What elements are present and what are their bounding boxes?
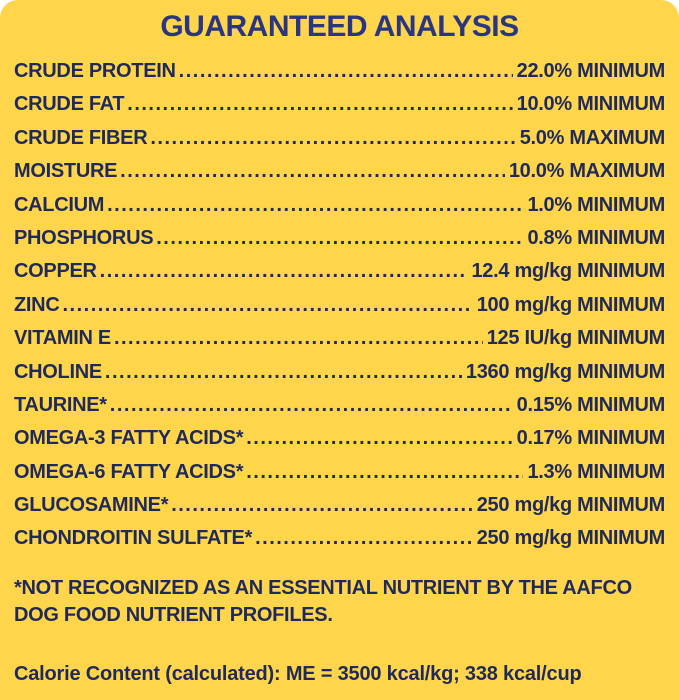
- panel-title: GUARANTEED ANALYSIS: [160, 10, 519, 43]
- nutrient-value: 10.0% MINIMUM: [516, 93, 666, 116]
- dot-leader: [171, 494, 473, 517]
- nutrient-row: TAURINE* 0.15% MINIMUM: [14, 394, 665, 427]
- nutrient-name: CRUDE FAT: [14, 93, 125, 116]
- nutrient-value: 5.0% MAXIMUM: [519, 126, 666, 149]
- nutrient-value: 250 mg/kg MINIMUM: [476, 527, 666, 550]
- nutrient-name: CHOLINE: [14, 360, 102, 383]
- dot-leader: [246, 427, 512, 450]
- nutrient-row: CRUDE FIBER 5.0% MAXIMUM: [14, 127, 665, 160]
- nutrient-row: PHOSPHORUS 0.8% MINIMUM: [14, 227, 665, 260]
- nutrient-row: CALCIUM 1.0% MINIMUM: [14, 194, 665, 227]
- nutrient-row: VITAMIN E 125 IU/kg MINIMUM: [14, 327, 665, 360]
- dot-leader: [255, 527, 473, 550]
- dot-leader: [114, 327, 483, 350]
- nutrient-row: ZINC 100 mg/kg MINIMUM: [14, 294, 665, 327]
- nutrient-name: GLUCOSAMINE*: [14, 494, 169, 517]
- nutrient-name: COPPER: [14, 260, 97, 283]
- dot-leader: [62, 294, 472, 317]
- nutrient-row: CHOLINE 1360 mg/kg MINIMUM: [14, 361, 665, 394]
- dot-leader: [110, 394, 513, 417]
- dot-leader: [179, 60, 513, 83]
- nutrient-value: 125 IU/kg MINIMUM: [486, 327, 666, 350]
- nutrient-row: OMEGA-6 FATTY ACIDS* 1.3% MINIMUM: [14, 461, 665, 494]
- calorie-label: Calorie Content (calculated):: [14, 663, 281, 685]
- calorie-value: ME = 3500 kcal/kg; 338 kcal/cup: [285, 663, 582, 685]
- nutrient-row: GLUCOSAMINE* 250 mg/kg MINIMUM: [14, 494, 665, 527]
- nutrient-value: 100 mg/kg MINIMUM: [476, 293, 666, 316]
- nutrient-value: 0.15% MINIMUM: [516, 393, 666, 416]
- nutrient-value: 22.0% MINIMUM: [516, 60, 666, 82]
- calorie-content-line: Calorie Content (calculated): ME = 3500 …: [14, 663, 665, 686]
- dot-leader: [150, 127, 515, 150]
- nutrient-value: 1.0% MINIMUM: [527, 193, 665, 216]
- nutrient-name: MOISTURE: [14, 160, 118, 183]
- aafco-footnote: *NOT RECOGNIZED AS AN ESSENTIAL NUTRIENT…: [14, 576, 632, 626]
- nutrient-value: 10.0% MAXIMUM: [508, 160, 665, 183]
- nutrient-row: OMEGA-3 FATTY ACIDS* 0.17% MINIMUM: [14, 427, 665, 460]
- dot-leader: [100, 260, 468, 283]
- nutrient-value: 250 mg/kg MINIMUM: [476, 494, 666, 517]
- dot-leader: [105, 361, 462, 384]
- nutrient-row: COPPER 12.4 mg/kg MINIMUM: [14, 260, 665, 293]
- dot-leader: [107, 194, 523, 217]
- nutrient-name: ZINC: [14, 293, 60, 316]
- nutrient-name: CHONDROITIN SULFATE*: [14, 527, 253, 550]
- dot-leader: [127, 93, 512, 116]
- nutrient-row: CHONDROITIN SULFATE* 250 mg/kg MINIMUM: [14, 527, 665, 560]
- nutrient-value: 0.17% MINIMUM: [516, 427, 666, 450]
- nutrient-name: OMEGA-3 FATTY ACIDS*: [14, 427, 244, 450]
- nutrient-row: MOISTURE 10.0% MAXIMUM: [14, 160, 665, 193]
- dot-leader: [120, 160, 505, 183]
- nutrient-name: PHOSPHORUS: [14, 226, 154, 249]
- nutrient-value: 0.8% MINIMUM: [527, 226, 665, 249]
- nutrient-row: CRUDE FAT 10.0% MINIMUM: [14, 93, 665, 126]
- nutrient-value: 1.3% MINIMUM: [527, 460, 665, 483]
- dot-leader: [156, 227, 523, 250]
- nutrient-value: 1360 mg/kg MINIMUM: [465, 360, 665, 383]
- nutrient-name: TAURINE*: [14, 393, 107, 416]
- nutrient-name: CRUDE FIBER: [14, 126, 148, 149]
- nutrient-name: CRUDE PROTEIN: [14, 60, 176, 82]
- nutrient-value: 12.4 mg/kg MINIMUM: [471, 260, 665, 283]
- nutrient-row: CRUDE PROTEIN 22.0% MINIMUM: [14, 60, 665, 93]
- nutrient-name: VITAMIN E: [14, 327, 111, 350]
- nutrient-name: OMEGA-6 FATTY ACIDS*: [14, 460, 244, 483]
- dot-leader: [246, 461, 523, 484]
- nutrient-name: CALCIUM: [14, 193, 105, 216]
- nutrient-table: CRUDE PROTEIN 22.0% MINIMUM CRUDE FAT 10…: [14, 60, 665, 561]
